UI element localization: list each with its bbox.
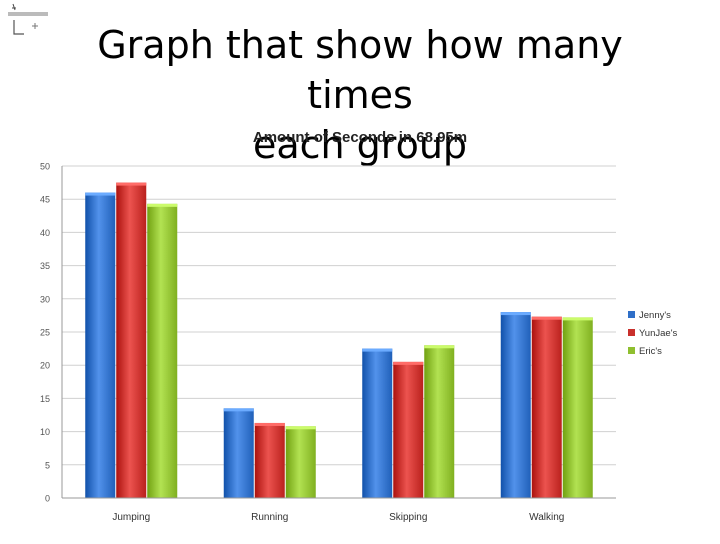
chart-bars [85,182,593,498]
bar-running-1 [254,422,285,498]
legend-label: Jenny's [639,310,671,321]
y-tick-label: 50 [40,162,50,172]
chart-title: Amount of Seconds in 68.95m [253,129,467,146]
bar-running-2 [285,426,316,498]
bar-top-highlight [362,348,393,352]
y-tick-label: 20 [40,361,50,371]
bar-top-highlight [424,345,455,349]
bar-walking-1 [531,316,562,498]
legend-label: YunJae's [639,328,678,339]
y-tick-label: 45 [40,195,50,205]
chart-legend: Jenny's YunJae's Eric's [628,310,678,357]
x-tick-label: Running [251,512,288,523]
slide-title-line-2: each group [252,123,468,167]
bar-top-highlight [85,192,116,196]
bar-top-highlight [254,422,285,426]
x-tick-label: Jumping [112,512,150,523]
bar-top-highlight [116,182,147,186]
bar-top-highlight [223,408,254,412]
bar-running-0 [223,408,254,498]
bar-skipping-0 [362,348,393,498]
y-tick-label: 35 [40,261,50,271]
legend-label: Eric's [639,346,662,357]
bar-top-highlight [531,316,562,320]
bar-top-highlight [285,426,316,430]
y-tick-label: 40 [40,228,50,238]
y-tick-label: 0 [45,494,50,504]
y-tick-label: 10 [40,427,50,437]
x-tick-label: Skipping [389,512,427,523]
slide-title-line-1: Graph that show how many times [97,23,623,117]
x-tick-label: Walking [529,512,564,523]
bar-jumping-0 [85,192,116,498]
bar-chart: Amount of Seconds in 68.95m 0 5 10 15 20 25 30… [0,118,720,540]
bar-top-highlight [393,361,424,365]
y-tick-label: 25 [40,328,50,338]
bar-top-highlight [147,203,178,207]
x-axis: Jumping Running Skipping Walking [62,497,616,523]
bar-jumping-1 [116,182,147,498]
bar-top-highlight [500,312,531,316]
y-tick-label: 30 [40,294,50,304]
legend-swatch [628,329,635,336]
bar-walking-2 [562,317,593,498]
y-tick-label: 5 [45,460,50,470]
bar-top-highlight [562,317,593,321]
legend-swatch [628,347,635,354]
corner-logo [4,2,50,38]
y-axis: 0 5 10 15 20 25 30 35 40 45 50 [40,162,63,504]
slide-title: Graph that show how many times each grou… [40,20,680,170]
bar-skipping-1 [393,361,424,498]
bar-skipping-2 [424,345,455,498]
bar-jumping-2 [147,203,178,498]
legend-swatch [628,311,635,318]
bar-walking-0 [500,312,531,498]
y-tick-label: 15 [40,394,50,404]
chart-svg: Amount of Seconds in 68.95m 0 5 10 15 20 25 30… [40,129,678,523]
